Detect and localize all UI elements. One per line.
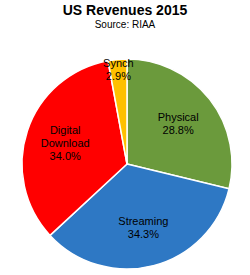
slice xyxy=(22,61,127,236)
slices xyxy=(22,59,232,269)
labels: Physical28.8% Streaming34.3% DigitalDownlo… xyxy=(41,57,199,239)
slice-label: Physical xyxy=(158,111,199,123)
value-label: 34.3% xyxy=(128,228,159,240)
subtitle: Source: RIAA xyxy=(95,19,156,30)
title: US Revenues 2015 xyxy=(63,2,188,18)
slice-label: DigitalDownload xyxy=(41,124,90,149)
slice-label: Synch xyxy=(103,57,134,69)
value-label: 34.0% xyxy=(50,150,81,162)
chart: US Revenues 2015Source: RIAA Physical28.8… xyxy=(0,0,250,275)
slice-label: Streaming xyxy=(118,215,168,227)
value-label: 28.8% xyxy=(163,124,194,136)
value-label: 2.9% xyxy=(106,70,131,82)
